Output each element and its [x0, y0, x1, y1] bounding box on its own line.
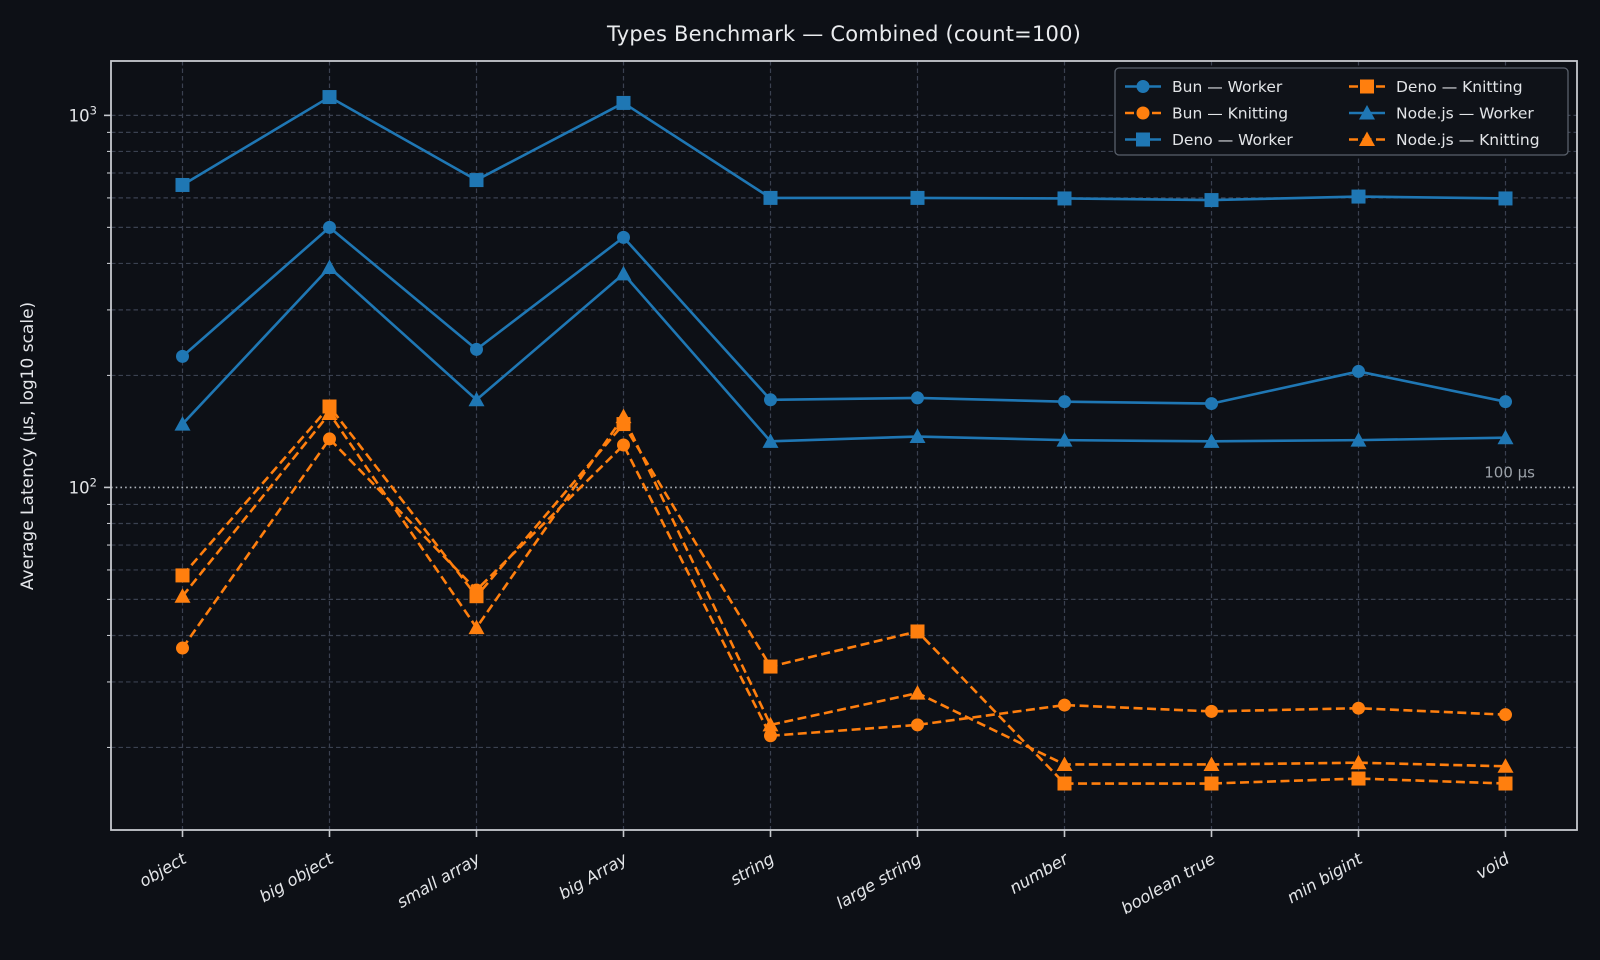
marker-deno-worker [616, 95, 631, 110]
marker-deno-worker [1351, 189, 1366, 204]
marker-node-js-knitting [468, 619, 485, 635]
legend-label-deno-knitting: Deno — Knitting [1396, 78, 1523, 96]
marker-node-js-worker [615, 265, 632, 281]
marker-node-js-worker [1203, 433, 1220, 448]
marker-node-js-knitting [762, 716, 779, 732]
marker-node-js-knitting [1497, 758, 1514, 773]
marker-bun-worker [470, 342, 483, 356]
x-tick-label: big object [256, 849, 337, 907]
marker-node-js-knitting [909, 685, 926, 700]
marker-bun-worker [323, 220, 336, 234]
marker-bun-knitting [323, 432, 336, 446]
marker-deno-worker [1057, 191, 1072, 206]
series-line-node-js-worker [181, 266, 1506, 443]
x-tick-label: number [1006, 848, 1072, 897]
marker-node-js-knitting [321, 405, 338, 421]
marker-deno-worker [322, 90, 337, 105]
marker-deno-knitting [1204, 776, 1219, 791]
marker-bun-knitting [617, 438, 630, 452]
marker-node-js-knitting [615, 408, 632, 424]
x-tick-label: big Array [556, 849, 631, 903]
marker-bun-worker [1499, 395, 1512, 409]
marker-node-js-worker [909, 428, 926, 444]
marker-deno-knitting [1498, 776, 1513, 791]
marker-deno-knitting [763, 659, 778, 674]
marker-bun-worker [1352, 364, 1365, 378]
marker-bun-worker [911, 391, 924, 405]
marker-bun-worker [617, 230, 630, 244]
marker-bun-knitting [176, 641, 189, 655]
y-tick-label: 102 [69, 475, 97, 497]
marker-node-js-worker [1350, 432, 1367, 447]
marker-node-js-worker [1056, 432, 1073, 447]
x-tick-label: void [1473, 849, 1513, 883]
marker-node-js-worker [762, 433, 779, 448]
legend-marker-bun-knitting [1136, 106, 1150, 120]
marker-deno-worker [469, 173, 484, 188]
marker-deno-worker [763, 190, 778, 205]
x-tick-label: boolean true [1118, 849, 1219, 918]
series-line-deno-worker [181, 95, 1506, 202]
marker-node-js-knitting [1203, 756, 1220, 771]
legend-label-node-js-worker: Node.js — Worker [1396, 105, 1534, 123]
y-axis-label: Average Latency (µs, log10 scale) [18, 301, 38, 591]
marker-bun-knitting [1352, 701, 1365, 715]
marker-deno-knitting [469, 589, 484, 604]
x-tick-label: object [136, 849, 190, 891]
marker-node-js-worker [1497, 429, 1514, 445]
chart-title: Types Benchmark — Combined (count=100) [606, 22, 1082, 46]
legend-marker-deno-knitting [1360, 79, 1374, 94]
legend-marker-deno-worker [1136, 132, 1150, 147]
marker-bun-knitting [1499, 708, 1512, 722]
marker-node-js-knitting [1350, 754, 1367, 770]
marker-bun-worker [1205, 397, 1218, 411]
marker-deno-knitting [175, 568, 190, 583]
legend-marker-node-js-knitting [1359, 131, 1375, 146]
marker-node-js-knitting [1056, 756, 1073, 771]
series-line-bun-knitting [181, 437, 1506, 738]
marker-deno-knitting [1351, 771, 1366, 786]
refline-label: 100 µs [1484, 463, 1535, 481]
marker-deno-worker [1204, 193, 1219, 208]
marker-deno-worker [1498, 191, 1513, 206]
marker-node-js-worker [174, 416, 191, 431]
legend-box [1114, 67, 1569, 156]
y-tick-label: 103 [69, 103, 97, 125]
x-tick-label: small array [394, 849, 484, 912]
marker-deno-worker [175, 177, 190, 192]
x-tick-label: min bigint [1284, 849, 1366, 907]
marker-node-js-worker [321, 259, 338, 275]
marker-bun-knitting [911, 718, 924, 732]
axes-spines [110, 60, 1578, 831]
legend-marker-node-js-worker [1359, 105, 1375, 120]
legend-marker-bun-worker [1136, 80, 1150, 93]
legend-label-deno-worker: Deno — Worker [1172, 131, 1293, 149]
marker-bun-knitting [1205, 704, 1218, 718]
legend-label-node-js-knitting: Node.js — Knitting [1396, 131, 1540, 149]
series-line-deno-knitting [181, 405, 1506, 785]
series-line-bun-worker [181, 226, 1506, 405]
marker-bun-worker [764, 393, 777, 407]
legend-label-bun-knitting: Bun — Knitting [1172, 105, 1288, 123]
marker-bun-knitting [1058, 698, 1071, 712]
marker-bun-worker [176, 349, 189, 363]
marker-bun-knitting [764, 729, 777, 743]
marker-deno-worker [910, 190, 925, 205]
legend-label-bun-worker: Bun — Worker [1172, 78, 1283, 96]
x-tick-label: large string [833, 849, 925, 913]
marker-bun-worker [1058, 395, 1071, 409]
marker-node-js-knitting [174, 588, 191, 603]
marker-deno-knitting [1057, 776, 1072, 791]
x-tick-label: string [727, 849, 778, 889]
marker-deno-knitting [910, 624, 925, 639]
series-line-node-js-knitting [181, 412, 1506, 768]
marker-node-js-worker [468, 391, 485, 407]
